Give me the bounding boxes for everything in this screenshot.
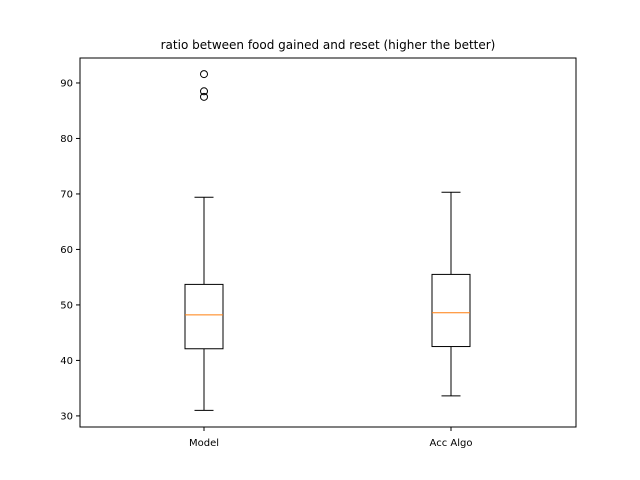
plot-area xyxy=(79,57,577,428)
y-tick-label: 80 xyxy=(60,134,73,145)
box-iqr xyxy=(431,273,471,348)
x-axis: Model Acc Algo xyxy=(189,427,472,449)
y-tick-label: 50 xyxy=(60,300,73,311)
box-2 xyxy=(431,191,471,397)
outlier-point xyxy=(200,92,208,101)
box-1 xyxy=(184,70,224,411)
y-tick-label: 90 xyxy=(60,78,73,89)
y-tick-label: 30 xyxy=(60,411,73,422)
x-tick-label: Model xyxy=(189,438,219,449)
x-tick-label: Acc Algo xyxy=(430,438,473,449)
boxes-layer xyxy=(184,70,471,411)
outlier-point xyxy=(200,87,208,96)
y-tick-label: 70 xyxy=(60,189,73,200)
outlier-point xyxy=(200,70,208,79)
y-tick-label: 40 xyxy=(60,356,73,367)
y-tick-label: 60 xyxy=(60,245,73,256)
box-iqr xyxy=(184,283,224,350)
chart-title: ratio between food gained and reset (hig… xyxy=(161,38,496,52)
y-axis: 30 40 50 60 70 80 90 xyxy=(60,78,80,422)
